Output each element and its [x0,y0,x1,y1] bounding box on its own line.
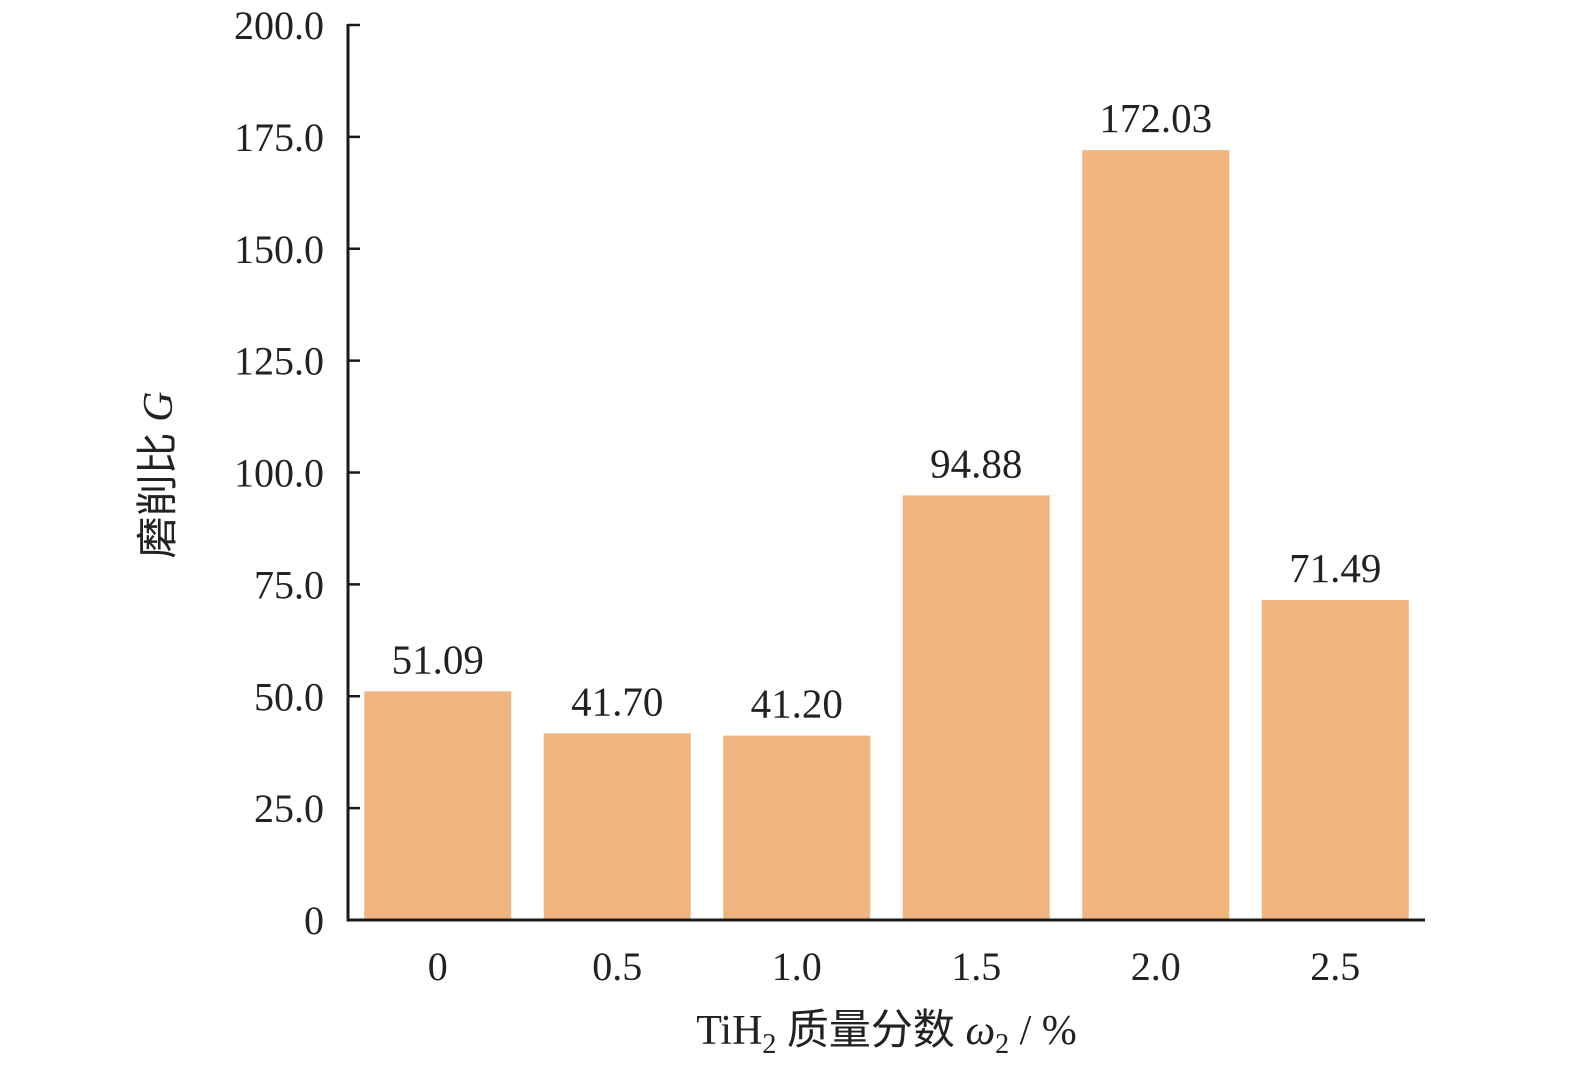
bar-value-label: 41.20 [751,681,843,727]
ticks-layer [348,23,360,922]
x-tick-label: 2.5 [1310,944,1360,989]
x-tick-label: 1.0 [772,944,822,989]
y-tick-label: 200.0 [234,3,324,48]
y-tick-label: 150.0 [234,227,324,272]
bar [364,691,512,919]
bar-value-label: 71.49 [1289,545,1381,591]
x-axis-title-symbol-subscript: 2 [995,1029,1009,1060]
bar [902,495,1050,919]
bar-value-label: 41.70 [571,678,663,724]
x-tick-label: 1.5 [951,944,1001,989]
y-tick-label: 125.0 [234,339,324,384]
x-axis-title-symbol: ω [965,1008,995,1054]
bar-value-label: 94.88 [930,440,1022,486]
y-tick-label: 75.0 [254,562,324,607]
x-axis-title: TiH2 质量分数 ω2 / % [696,1008,1077,1060]
x-axis-title-middle: 质量分数 [776,1008,965,1054]
y-tick-label: 50.0 [254,674,324,719]
bar [1261,600,1409,919]
y-tick-label: 100.0 [234,451,324,496]
bar-value-label: 172.03 [1099,95,1212,141]
x-tick-label: 0.5 [592,944,642,989]
x-tick-label: 0 [428,944,448,989]
x-axis-title-suffix: / % [1009,1008,1077,1054]
y-axis-title-text: 磨削比 [136,422,182,559]
bar [723,735,871,919]
labels-layer: 0 25.0 50.0 75.0 100.0 125.0 150.0 175.0 200.0 51… [234,3,1381,989]
y-tick-label: 0 [304,898,324,943]
x-axis-title-prefix: TiH [696,1008,762,1054]
bar [1082,150,1230,919]
x-tick-label: 2.0 [1131,944,1181,989]
bar [543,733,691,919]
y-axis-title: 磨削比 G [136,392,182,559]
y-axis-title-symbol: G [136,392,182,422]
bar-value-label: 51.09 [392,636,484,682]
bars-layer [364,150,1409,919]
y-tick-label: 175.0 [234,115,324,160]
y-tick-label: 25.0 [254,786,324,831]
x-axis-title-prefix-subscript: 2 [762,1029,776,1060]
